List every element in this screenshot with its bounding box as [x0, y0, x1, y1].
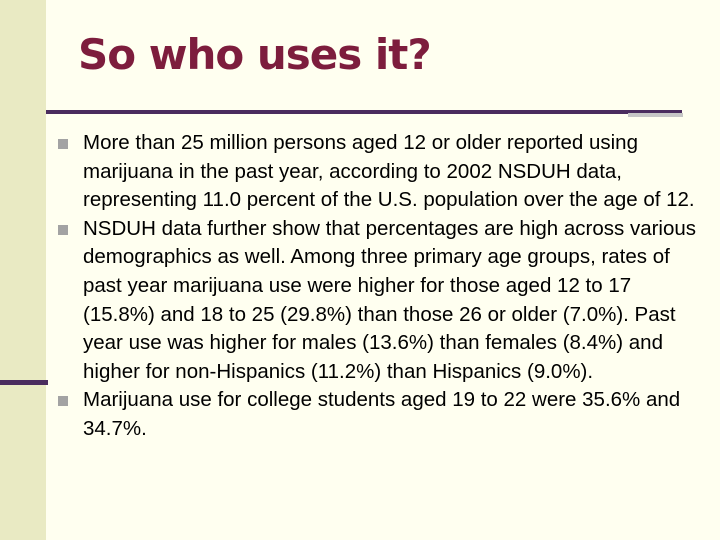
- bullet-text: NSDUH data further show that percentages…: [83, 216, 697, 383]
- square-bullet-icon: [58, 224, 68, 235]
- bullet-item: Marijuana use for college students aged …: [58, 386, 708, 443]
- title-underline: [46, 110, 682, 114]
- bullet-list: More than 25 million persons aged 12 or …: [58, 129, 708, 444]
- left-accent-bar: [0, 380, 48, 385]
- bullet-text: Marijuana use for college students aged …: [83, 388, 681, 440]
- slide-title: So who uses it?: [78, 30, 432, 79]
- bullet-item: More than 25 million persons aged 12 or …: [58, 129, 708, 215]
- square-bullet-icon: [58, 396, 68, 407]
- bullet-text: More than 25 million persons aged 12 or …: [83, 131, 695, 212]
- title-underline-shadow: [628, 113, 683, 117]
- bullet-item: NSDUH data further show that percentages…: [58, 215, 708, 387]
- left-decorative-band: [0, 0, 46, 540]
- square-bullet-icon: [58, 139, 68, 149]
